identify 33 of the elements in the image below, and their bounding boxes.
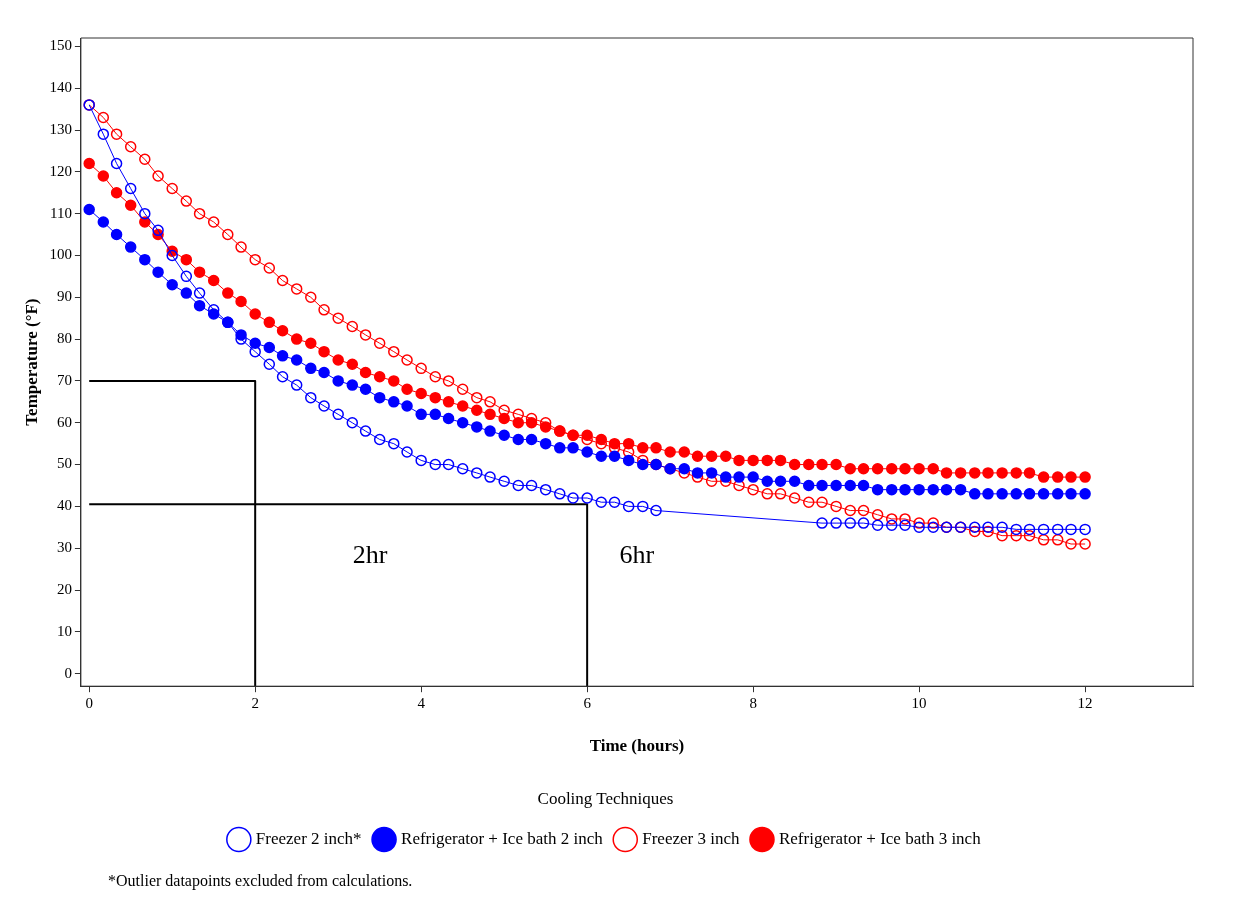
y-tick-label: 150 [49, 37, 72, 54]
y-tick-label: 110 [49, 204, 72, 221]
y-tick-label: 70 [56, 371, 72, 388]
y-tick-label: 20 [56, 580, 72, 597]
y-tick-label: 80 [56, 330, 72, 347]
y-tick-label: 30 [56, 539, 72, 556]
y-tick-label: 50 [56, 455, 72, 472]
y-tick-label: 120 [49, 162, 72, 179]
legend-label: Freezer 3 inch [642, 828, 740, 848]
y-tick-label: 140 [49, 79, 72, 96]
text: *Outlier datapoints excluded from calculations. [108, 872, 414, 890]
y-tick-label: 40 [56, 497, 72, 514]
y-tick-label: 130 [49, 120, 72, 137]
x-tick-label: 0 [85, 695, 93, 712]
y-tick-label: 10 [56, 622, 72, 639]
y-tick-label: 60 [56, 413, 72, 430]
y-tick-label: 0 [64, 664, 72, 681]
annotation: 6hr [619, 540, 655, 570]
x-tick-label: 10 [911, 695, 927, 712]
legend-title: Cooling Techniques [537, 788, 674, 808]
legend-label: Refrigerator + Ice bath 3 inch [778, 828, 982, 848]
y-axis-title: Temperature (°F) [21, 298, 41, 426]
y-tick-label: 90 [56, 288, 72, 305]
y-tick-label: 100 [49, 246, 72, 263]
legend-label: Freezer 2 inch* [255, 828, 362, 848]
x-tick-label: 6 [583, 695, 592, 712]
x-tick-label: 2 [251, 695, 259, 712]
legend-label: Refrigerator + Ice bath 2 inch [401, 828, 604, 848]
x-axis-title: Time (hours) [589, 735, 685, 755]
x-tick-label: 4 [417, 695, 426, 712]
annotation: 2hr [352, 540, 388, 570]
x-tick-label: 12 [1077, 695, 1093, 712]
x-tick-label: 8 [749, 695, 757, 712]
